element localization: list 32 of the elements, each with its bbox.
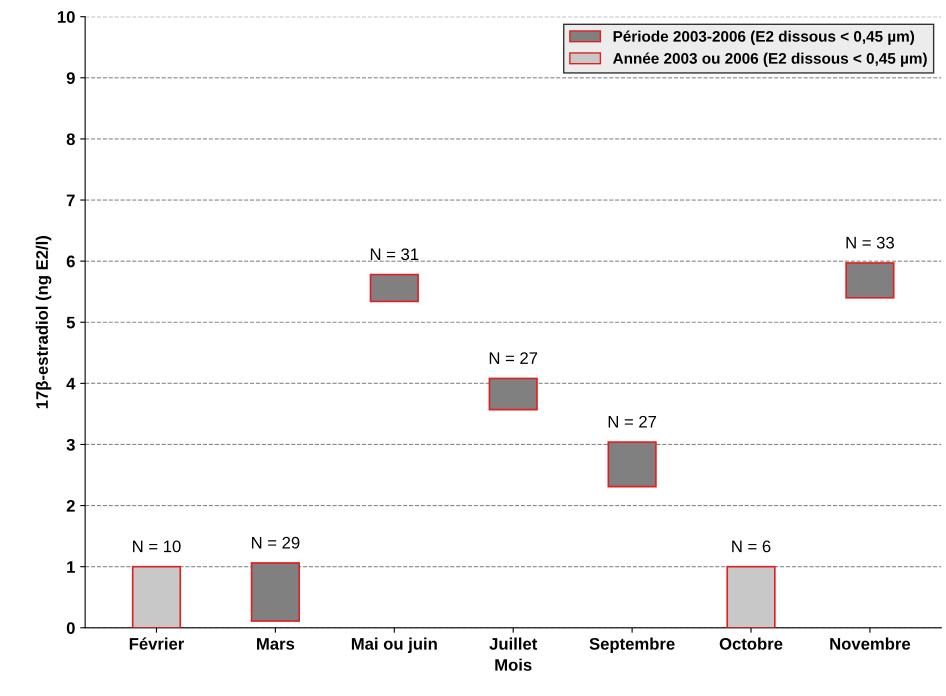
y-tick-label: 9 (66, 72, 75, 84)
y-tick-label: 1 (67, 561, 75, 573)
x-tick-label: Octobre (720, 638, 782, 650)
annotation: N = 10 (133, 540, 181, 552)
x-tick-label: Juillet (489, 638, 538, 650)
x-tick-label: Mai ou juin (352, 638, 437, 654)
annotation: N = 29 (252, 536, 300, 549)
x-tick-label: Février (130, 637, 184, 650)
y-tick-label: 2 (66, 500, 75, 512)
bar (132, 566, 182, 628)
x-tick-label: Mars (257, 638, 294, 650)
y-tick-label: 4 (66, 378, 76, 390)
bar (726, 566, 776, 628)
annotation: N = 6 (732, 540, 770, 552)
y-tick-label: 8 (66, 133, 75, 146)
annotation: N = 27 (608, 416, 656, 428)
bar (370, 274, 419, 302)
legend-label: Année 2003 ou 2006 (E2 dissous < 0,45 µm) (612, 52, 927, 67)
annotation: N = 33 (846, 236, 894, 249)
y-tick-label: 0 (66, 622, 75, 634)
annotation: N = 27 (490, 352, 538, 364)
legend-label: Période 2003-2006 (E2 dissous < 0,45 µm) (614, 30, 914, 45)
x-tick-label: Novembre (830, 638, 910, 650)
y-tick-label: 7 (66, 194, 75, 206)
annotation: N = 31 (370, 248, 418, 260)
y-tick-label: 6 (66, 256, 75, 268)
x-tick-label: Septembre (590, 638, 675, 654)
x-axis-title: Mois (495, 658, 532, 671)
y-tick-label: 10 (58, 11, 75, 23)
y-tick-label: 5 (66, 316, 75, 328)
y-tick-label: 3 (66, 438, 75, 451)
y-axis-title: 17β-estradiol (ng E2/l) (36, 236, 52, 408)
